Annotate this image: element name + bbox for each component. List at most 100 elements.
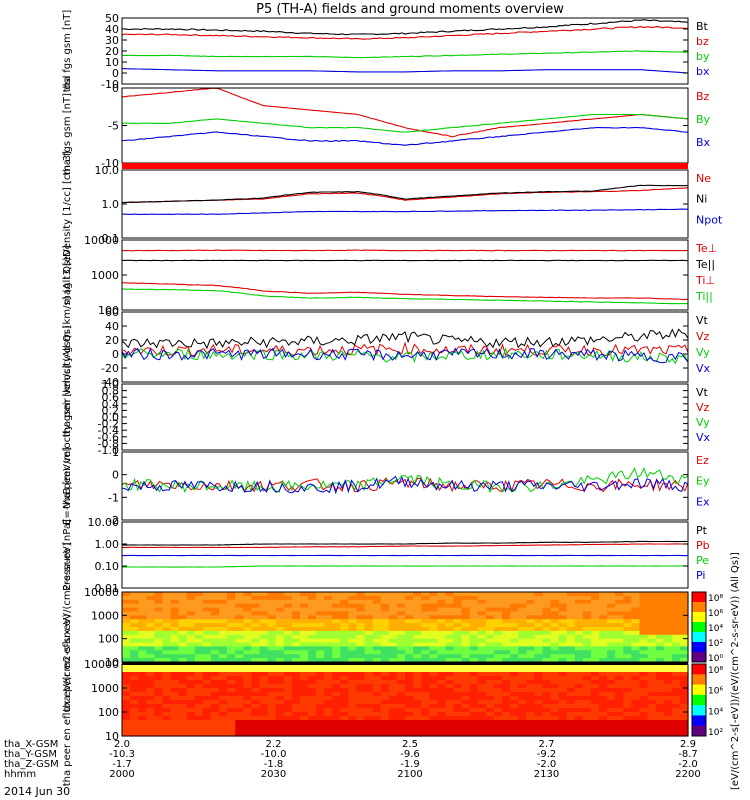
heatmap-cell — [461, 611, 471, 616]
heatmap-cell — [623, 611, 632, 616]
heatmap-cell — [154, 650, 163, 655]
heatmap-cell — [275, 688, 285, 693]
heatmap-cell — [615, 724, 624, 729]
heatmap-cell — [518, 630, 527, 636]
heatmap-cell — [235, 654, 244, 659]
heatmap-cell — [227, 634, 236, 640]
heatmap-cell — [679, 672, 689, 677]
heatmap-cell — [663, 684, 673, 689]
heatmap-cell — [210, 627, 220, 632]
heatmap-cell — [405, 619, 414, 624]
heatmap-cell — [413, 684, 422, 689]
heatmap-cell — [162, 732, 172, 737]
heatmap-cell — [138, 603, 147, 609]
heatmap-cell — [429, 592, 438, 597]
heatmap-cell — [518, 720, 527, 725]
heatmap-cell — [186, 720, 196, 725]
series-line-Pb — [122, 543, 689, 549]
heatmap-cell — [243, 642, 252, 648]
heatmap-cell — [243, 684, 252, 689]
heatmap-cell — [477, 728, 487, 733]
heatmap-cell — [364, 672, 374, 677]
heatmap-cell — [671, 712, 681, 717]
heatmap-cell — [251, 684, 261, 689]
heatmap-cell — [461, 728, 471, 733]
heatmap-cell — [437, 595, 446, 601]
y-axis-label: tha fgs gsm [nT] — [62, 10, 73, 93]
heatmap-cell — [283, 724, 293, 729]
heatmap-cell — [582, 724, 592, 729]
heatmap-cell — [372, 684, 382, 689]
colorbar-segment — [692, 612, 706, 623]
heatmap-cell — [623, 688, 632, 693]
y-tick-label: 10000 — [84, 658, 119, 671]
heatmap-cell — [275, 680, 285, 685]
heatmap-cell — [259, 696, 269, 701]
heatmap-cell — [542, 720, 552, 725]
heatmap-cell — [251, 704, 261, 709]
heatmap-cell — [291, 623, 301, 628]
heatmap-cell — [518, 642, 527, 648]
heatmap-cell — [348, 654, 358, 659]
heatmap-cell — [663, 672, 673, 677]
colorbar-segment — [692, 592, 706, 603]
heatmap-cell — [421, 704, 430, 709]
heatmap-cell — [380, 658, 390, 663]
heatmap-cell — [122, 650, 131, 655]
heatmap-cell — [388, 623, 398, 628]
heatmap-cell — [502, 732, 511, 737]
heatmap-cell — [291, 592, 301, 597]
heatmap-cell — [631, 623, 641, 628]
heatmap-cell — [324, 654, 333, 659]
heatmap-cell — [396, 634, 406, 640]
y-tick-label: 0.2 — [102, 404, 120, 417]
heatmap-cell — [485, 732, 495, 737]
heatmap-cell — [550, 630, 560, 636]
heatmap-cell — [558, 611, 568, 616]
heatmap-cell — [162, 654, 172, 659]
heatmap-cell — [655, 732, 665, 737]
heatmap-cell — [493, 623, 503, 628]
heatmap-cell — [235, 595, 244, 601]
heatmap-cell — [235, 650, 244, 655]
heatmap-cell — [154, 664, 163, 669]
heatmap-cell — [663, 712, 673, 717]
heatmap-cell — [599, 724, 608, 729]
series-line-Pt — [121, 540, 689, 546]
heatmap-cell — [194, 623, 204, 628]
heatmap-cell — [477, 696, 487, 701]
heatmap-cell — [631, 712, 641, 717]
heatmap-cell — [615, 676, 624, 681]
heatmap-cell — [679, 692, 689, 697]
heatmap-cell — [566, 658, 576, 663]
heatmap-cell — [534, 712, 544, 717]
heatmap-cell — [130, 615, 139, 620]
heatmap-cell — [332, 619, 341, 624]
heatmap-cell — [558, 692, 568, 697]
heatmap-cell — [138, 592, 147, 597]
heatmap-cell — [615, 704, 624, 709]
heatmap-cell — [599, 650, 608, 655]
heatmap-cell — [550, 712, 560, 717]
heatmap-cell — [599, 704, 608, 709]
heatmap-cell — [130, 720, 139, 725]
heatmap-cell — [639, 603, 649, 609]
heatmap-cell — [671, 692, 681, 697]
heatmap-cell — [348, 720, 358, 725]
heatmap-cell — [219, 615, 228, 620]
heatmap-cell — [526, 668, 535, 673]
heatmap-cell — [340, 708, 349, 713]
heatmap-cell — [623, 603, 632, 609]
heatmap-cell — [485, 664, 495, 669]
heatmap-cell — [243, 712, 252, 717]
heatmap-cell — [227, 728, 236, 733]
heatmap-cell — [267, 716, 277, 721]
heatmap-cell — [607, 728, 616, 733]
heatmap-cell — [542, 607, 552, 613]
heatmap-cell — [194, 728, 204, 733]
heatmap-cell — [170, 607, 180, 613]
x-tick-value: 2030 — [261, 769, 286, 780]
heatmap-cell — [348, 708, 358, 713]
heatmap-cell — [526, 634, 535, 640]
heatmap-cell — [413, 650, 422, 655]
